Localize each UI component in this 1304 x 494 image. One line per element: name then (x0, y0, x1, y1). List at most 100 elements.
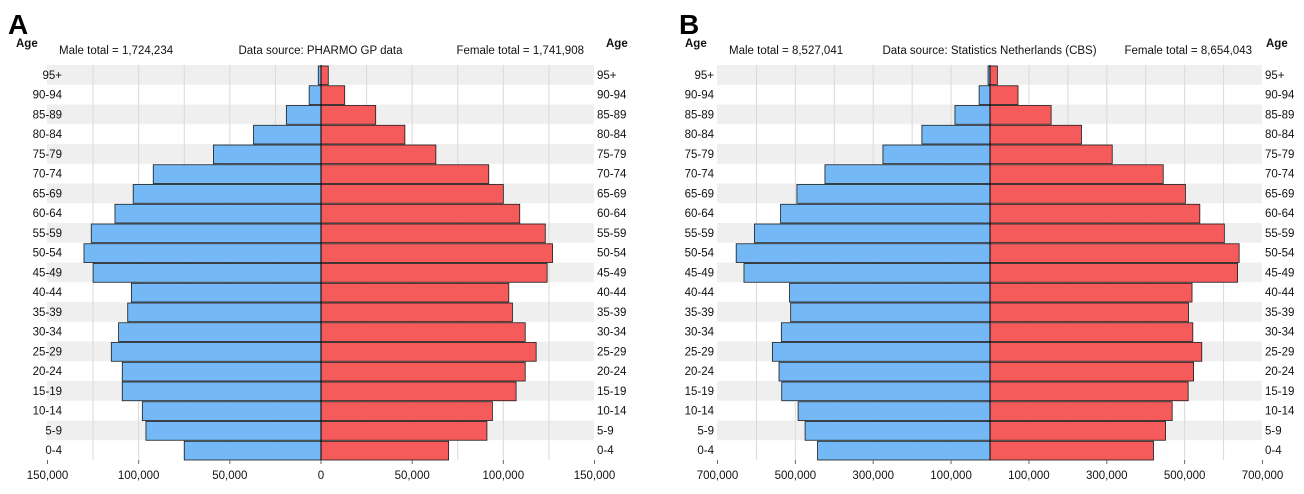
bar-female-35-39 (320, 302, 513, 323)
bar-male-85-89 (285, 105, 322, 125)
x-tick-label: 500,000 (1164, 470, 1206, 482)
bar-male-10-14 (797, 401, 991, 421)
age-tick-label-right: 30-34 (597, 327, 627, 339)
age-tick-label-left: 40-44 (33, 287, 63, 299)
x-tick-label: 100,000 (483, 470, 525, 482)
age-tick-label-left: 20-24 (33, 366, 63, 378)
age-tick-label-right: 55-59 (1265, 228, 1294, 240)
age-tick-label-right: 65-69 (597, 188, 626, 200)
bar-female-55-59 (320, 223, 546, 244)
bar-female-85-89 (989, 105, 1052, 125)
bar-female-45-49 (989, 263, 1238, 283)
age-tick-label-left: 10-14 (685, 406, 715, 418)
bar-male-50-54 (83, 243, 322, 263)
age-tick-label-left: 60-64 (33, 208, 63, 220)
age-tick-label-right: 40-44 (1265, 287, 1295, 299)
bar-female-40-44 (320, 282, 510, 303)
bar-male-55-59 (754, 223, 991, 244)
age-tick-label-left: 35-39 (685, 307, 714, 319)
bar-female-20-24 (989, 361, 1194, 382)
bar-male-20-24 (778, 361, 991, 382)
age-tick-label-left: 95+ (694, 70, 714, 82)
bar-female-25-29 (320, 342, 537, 362)
age-tick-label-right: 45-49 (1265, 267, 1294, 279)
age-tick-label-right: 85-89 (597, 109, 626, 121)
age-tick-label-right: 80-84 (1265, 129, 1295, 141)
bar-female-75-79 (320, 144, 437, 165)
bar-female-20-24 (320, 361, 526, 382)
age-axis-label-left: Age (685, 38, 707, 50)
bar-male-90-94 (978, 85, 991, 105)
age-tick-label-right: 20-24 (597, 366, 627, 378)
bar-male-5-9 (804, 421, 991, 441)
bar-male-35-39 (790, 302, 991, 323)
bar-female-70-74 (989, 164, 1164, 184)
bar-male-15-19 (121, 381, 322, 402)
bar-female-85-89 (320, 105, 377, 125)
age-axis-label-right: Age (606, 38, 628, 50)
age-tick-label-left: 50-54 (685, 248, 715, 260)
x-tick-label: 50,000 (395, 470, 430, 482)
bar-male-65-69 (132, 184, 322, 204)
age-tick-label-left: 95+ (42, 70, 62, 82)
bar-female-70-74 (320, 164, 490, 184)
bar-female-95+ (320, 65, 329, 86)
age-tick-label-right: 95+ (597, 70, 617, 82)
age-tick-label-right: 50-54 (597, 248, 627, 260)
bar-female-60-64 (320, 203, 521, 224)
bar-male-25-29 (771, 342, 991, 362)
age-tick-label-right: 70-74 (597, 169, 627, 181)
age-tick-label-left: 60-64 (685, 208, 715, 220)
age-tick-label-right: 55-59 (597, 228, 626, 240)
pyramid-panel-B: 0-4 0-4 5-9 5-9 10-14 10-14 15-19 15-19 20-24 20-… (679, 9, 1295, 482)
age-tick-label-left: 80-84 (685, 129, 715, 141)
bar-female-75-79 (989, 144, 1113, 165)
bar-male-0-4 (183, 440, 322, 461)
bar-male-45-49 (743, 263, 991, 283)
bar-female-95+ (989, 65, 998, 86)
bar-male-80-84 (921, 124, 991, 145)
age-tick-label-left: 40-44 (685, 287, 715, 299)
age-tick-label-right: 85-89 (1265, 109, 1294, 121)
age-tick-label-left: 90-94 (685, 90, 715, 102)
age-tick-label-right: 20-24 (1265, 366, 1295, 378)
bar-female-50-54 (989, 243, 1240, 263)
age-tick-label-right: 10-14 (1265, 406, 1295, 418)
age-tick-label-right: 45-49 (597, 267, 626, 279)
age-tick-label-right: 5-9 (597, 425, 614, 437)
age-tick-label-left: 15-19 (685, 386, 714, 398)
bar-female-80-84 (320, 124, 406, 145)
bar-male-65-69 (796, 184, 991, 204)
age-tick-label-left: 85-89 (685, 109, 714, 121)
age-tick-label-left: 75-79 (685, 149, 714, 161)
age-tick-label-left: 25-29 (685, 346, 714, 358)
age-axis-label-left: Age (16, 38, 38, 50)
bar-male-60-64 (114, 203, 322, 224)
x-tick-label: 700,000 (697, 470, 739, 482)
age-tick-label-right: 10-14 (597, 406, 627, 418)
age-tick-label-right: 40-44 (597, 287, 627, 299)
bar-male-35-39 (127, 302, 322, 323)
age-tick-label-left: 65-69 (33, 188, 62, 200)
bar-male-55-59 (90, 223, 322, 244)
bar-female-5-9 (989, 421, 1166, 441)
bar-female-45-49 (320, 263, 548, 283)
x-tick-label: 300,000 (1086, 470, 1128, 482)
bar-male-50-54 (735, 243, 991, 263)
bar-male-70-74 (824, 164, 991, 184)
bar-female-35-39 (989, 302, 1189, 323)
age-tick-label-right: 60-64 (597, 208, 627, 220)
bar-male-75-79 (882, 144, 991, 165)
bar-male-30-34 (118, 322, 322, 342)
bar-female-10-14 (320, 401, 493, 421)
bar-female-90-94 (320, 85, 346, 105)
bar-male-0-4 (817, 440, 991, 461)
bar-female-65-69 (989, 184, 1186, 204)
age-tick-label-right: 15-19 (1265, 386, 1294, 398)
bar-male-70-74 (152, 164, 322, 184)
age-tick-label-left: 75-79 (33, 149, 62, 161)
age-tick-label-left: 65-69 (685, 188, 714, 200)
panel-label: B (679, 9, 699, 40)
age-tick-label-right: 50-54 (1265, 248, 1295, 260)
x-tick-label: 150,000 (574, 470, 616, 482)
